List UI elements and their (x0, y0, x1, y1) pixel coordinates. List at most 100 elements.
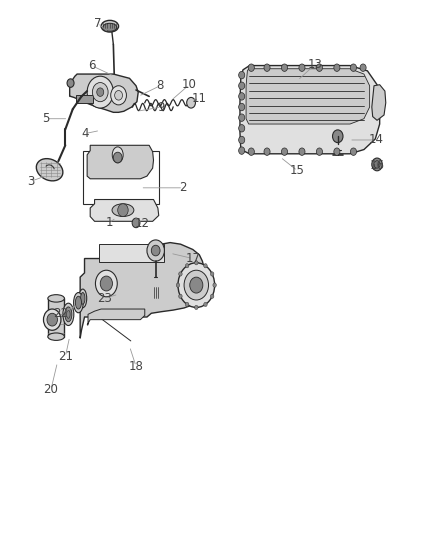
Polygon shape (372, 85, 386, 120)
Circle shape (178, 263, 215, 308)
Circle shape (194, 305, 198, 310)
Ellipse shape (103, 23, 117, 31)
Circle shape (179, 294, 182, 298)
Circle shape (332, 130, 343, 143)
Circle shape (248, 148, 254, 156)
Circle shape (179, 272, 182, 276)
Circle shape (334, 64, 340, 71)
Circle shape (299, 64, 305, 71)
Circle shape (316, 148, 322, 156)
Circle shape (316, 64, 322, 71)
Circle shape (95, 270, 117, 297)
Text: 8: 8 (156, 79, 164, 92)
Ellipse shape (75, 296, 81, 309)
Circle shape (350, 148, 357, 156)
Circle shape (151, 245, 160, 256)
Circle shape (210, 294, 214, 298)
Circle shape (264, 148, 270, 156)
Polygon shape (240, 66, 380, 154)
Text: 6: 6 (88, 59, 95, 72)
Bar (83, 151, 159, 204)
Text: 20: 20 (43, 383, 58, 397)
Ellipse shape (112, 204, 134, 216)
Circle shape (239, 82, 245, 90)
Text: 23: 23 (97, 292, 112, 305)
Circle shape (372, 158, 382, 171)
Text: 22: 22 (53, 307, 68, 320)
Circle shape (213, 283, 216, 287)
Circle shape (282, 148, 288, 156)
Ellipse shape (112, 147, 123, 163)
Circle shape (374, 161, 380, 168)
Circle shape (190, 277, 203, 293)
Text: 9: 9 (158, 101, 165, 114)
Circle shape (113, 152, 122, 163)
Circle shape (210, 272, 214, 276)
Circle shape (47, 313, 57, 326)
Text: 7: 7 (94, 17, 101, 29)
Circle shape (43, 309, 61, 330)
Circle shape (184, 270, 208, 300)
Circle shape (194, 261, 198, 265)
Circle shape (350, 64, 357, 71)
Bar (99, 244, 164, 262)
Polygon shape (70, 74, 138, 112)
Circle shape (147, 240, 164, 261)
Circle shape (360, 64, 366, 71)
Circle shape (185, 264, 189, 268)
Polygon shape (80, 243, 207, 338)
Ellipse shape (48, 295, 64, 302)
Circle shape (239, 136, 245, 144)
Circle shape (239, 103, 245, 111)
Polygon shape (87, 146, 153, 179)
Text: 3: 3 (27, 175, 34, 188)
Ellipse shape (65, 307, 72, 322)
Text: 11: 11 (192, 92, 207, 105)
Circle shape (187, 98, 195, 108)
Bar (48, 298, 64, 337)
Ellipse shape (67, 310, 70, 318)
Circle shape (248, 64, 254, 71)
Text: 13: 13 (307, 58, 322, 71)
Text: 4: 4 (81, 127, 89, 140)
Circle shape (92, 83, 108, 102)
Circle shape (118, 204, 128, 216)
Circle shape (282, 64, 288, 71)
Circle shape (239, 71, 245, 79)
Ellipse shape (101, 20, 119, 32)
Circle shape (132, 218, 140, 228)
Text: 16: 16 (370, 159, 385, 172)
Polygon shape (87, 309, 145, 325)
Ellipse shape (79, 289, 87, 308)
Circle shape (87, 76, 113, 108)
Text: 5: 5 (42, 112, 49, 125)
Circle shape (97, 88, 104, 96)
Circle shape (334, 148, 340, 156)
Polygon shape (90, 199, 159, 221)
Circle shape (264, 64, 270, 71)
Circle shape (239, 125, 245, 132)
Circle shape (100, 276, 113, 291)
Ellipse shape (81, 293, 85, 304)
Ellipse shape (63, 303, 74, 326)
Text: 2: 2 (180, 181, 187, 195)
Circle shape (176, 283, 180, 287)
Circle shape (239, 114, 245, 122)
Circle shape (239, 93, 245, 100)
Text: 14: 14 (369, 133, 384, 147)
Polygon shape (246, 69, 370, 124)
Circle shape (299, 148, 305, 156)
Circle shape (67, 79, 74, 87)
Text: 21: 21 (58, 350, 73, 364)
Ellipse shape (36, 159, 63, 181)
Text: 15: 15 (290, 164, 305, 177)
Circle shape (204, 264, 207, 268)
Circle shape (239, 147, 245, 155)
Text: 17: 17 (185, 252, 200, 265)
Text: 10: 10 (182, 78, 197, 91)
Ellipse shape (74, 293, 83, 313)
Bar (76, 95, 93, 103)
Text: 1: 1 (105, 216, 113, 229)
Text: 18: 18 (129, 360, 144, 373)
Text: 12: 12 (135, 217, 150, 230)
